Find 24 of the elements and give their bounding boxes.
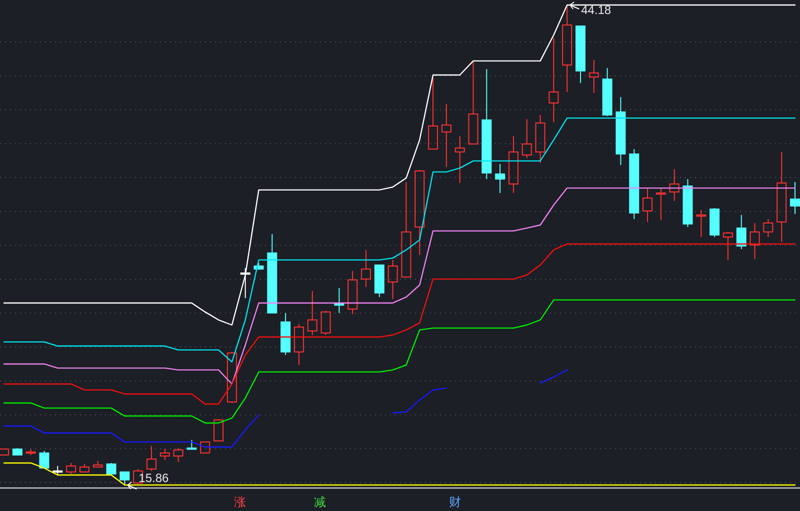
candlestick [535, 114, 546, 164]
candlestick [548, 38, 559, 122]
text: 涨 [234, 495, 246, 509]
candlestick [776, 151, 787, 242]
candlestick [348, 270, 358, 314]
candlestick [495, 163, 506, 194]
candlestick [629, 148, 640, 220]
text: 减 [314, 495, 326, 509]
candlestick [696, 209, 706, 238]
candlestick [508, 136, 518, 194]
candlestick [562, 4, 572, 92]
candlestick [616, 96, 626, 166]
candlestick [750, 222, 760, 260]
candlestick [790, 181, 800, 214]
text: 财 [449, 495, 461, 509]
candlestick [454, 136, 465, 184]
candlestick [441, 103, 452, 168]
candlestick [388, 259, 398, 300]
annotation: 44.18 [581, 3, 612, 17]
candlestick [669, 168, 680, 202]
candlestick [360, 249, 371, 288]
candlestick [642, 188, 653, 222]
candlestick [588, 59, 599, 94]
candlestick [482, 68, 492, 180]
